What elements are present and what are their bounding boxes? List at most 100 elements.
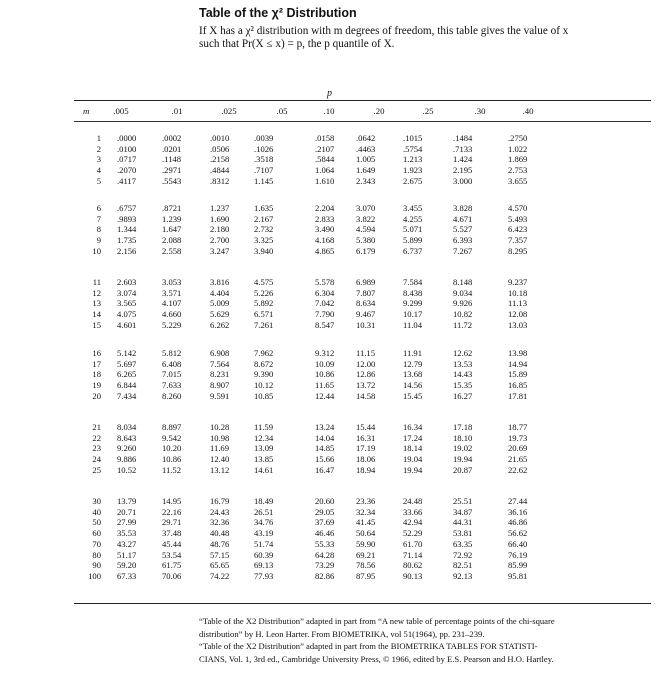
quantile-cell: 7.042 <box>315 298 335 309</box>
quantile-cell: 7.584 <box>403 277 423 287</box>
quantile-cell: 65.65 <box>210 560 230 571</box>
quantile-cell: 1.237 <box>210 203 230 213</box>
quantile-cell: 16.85 <box>508 380 528 391</box>
quantile-cell: 14.43 <box>453 369 473 380</box>
quantile-cell: 10.82 <box>453 309 473 320</box>
quantile-cell: 1.344 <box>117 224 137 235</box>
quantile-cell: 73.29 <box>315 560 335 571</box>
quantile-cell: 5.527 <box>453 224 473 235</box>
quantile-cell: 15.44 <box>356 422 376 432</box>
quantile-cell: 7.261 <box>254 319 274 330</box>
quantile-cell: 1.635 <box>254 203 274 213</box>
df-cell: 40 <box>92 506 101 517</box>
df-cell: 19 <box>92 380 101 391</box>
df-cell: 50 <box>92 517 101 528</box>
quantile-cell: 2.558 <box>162 245 182 256</box>
quantile-cell: .0201 <box>162 143 182 154</box>
quantile-cell: 34.76 <box>254 517 274 528</box>
quantile-cell: 3.571 <box>162 287 182 298</box>
quantile-cell: .2158 <box>210 154 230 165</box>
p-column-header: .10 <box>323 106 335 116</box>
quantile-cell: 17.81 <box>508 390 528 401</box>
p-column-header: .005 <box>113 106 129 116</box>
quantile-cell: 36.16 <box>508 506 528 517</box>
df-cell: 20 <box>92 390 101 401</box>
quantile-cell: 35.53 <box>117 528 137 539</box>
quantile-cell: 46.86 <box>508 517 528 528</box>
df-cell: 10 <box>92 245 101 256</box>
quantile-cell: 6.571 <box>254 309 274 320</box>
quantile-cell: .4463 <box>356 143 376 154</box>
quantile-cell: 9.260 <box>117 443 137 454</box>
footnote-line: “Table of the X2 Distribution” adapted i… <box>199 616 555 626</box>
quantile-cell: 12.86 <box>356 369 376 380</box>
quantile-cell: .2750 <box>508 133 528 143</box>
quantile-cell: 18.49 <box>254 496 274 506</box>
quantile-cell: 10.20 <box>162 443 182 454</box>
df-cell: 3 <box>96 154 101 165</box>
quantile-cell: 3.070 <box>356 203 376 213</box>
quantile-cell: 8.907 <box>210 380 230 391</box>
quantile-cell: 10.52 <box>117 464 137 475</box>
quantile-cell: 4.168 <box>315 235 335 246</box>
quantile-cell: 4.660 <box>162 309 182 320</box>
quantile-cell: .0002 <box>162 133 182 143</box>
quantile-cell: 9.542 <box>162 432 182 443</box>
quantile-cell: 2.195 <box>453 165 473 176</box>
quantile-cell: 13.98 <box>508 348 528 358</box>
quantile-cell: 4.255 <box>403 213 423 224</box>
quantile-cell: 8.034 <box>117 422 137 432</box>
df-cell: 9 <box>96 235 101 246</box>
quantile-cell: 6.304 <box>315 287 335 298</box>
quantile-cell: 64.28 <box>315 549 335 560</box>
quantile-cell: 14.94 <box>508 358 528 369</box>
quantile-cell: 53.81 <box>453 528 473 539</box>
quantile-cell: 82.86 <box>315 570 335 581</box>
quantile-cell: 13.79 <box>117 496 137 506</box>
quantile-cell: 19.94 <box>453 454 473 465</box>
quantile-cell: 10.86 <box>315 369 335 380</box>
quantile-cell: 18.77 <box>508 422 528 432</box>
quantile-cell: 7.015 <box>162 369 182 380</box>
quantile-cell: .2971 <box>162 165 182 176</box>
quantile-cell: 9.034 <box>453 287 473 298</box>
quantile-cell: .5543 <box>162 175 182 186</box>
quantile-cell: 5.142 <box>117 348 137 358</box>
p-label: p <box>327 88 332 99</box>
description-line: If X has a χ² distribution with m degree… <box>199 25 569 37</box>
quantile-cell: 12.34 <box>254 432 274 443</box>
quantile-cell: 3.940 <box>254 245 274 256</box>
df-cell: 14 <box>92 309 101 320</box>
quantile-cell: 66.40 <box>508 538 528 549</box>
quantile-cell: 20.69 <box>508 443 528 454</box>
quantile-cell: 12.08 <box>508 309 528 320</box>
quantile-cell: 76.19 <box>508 549 528 560</box>
quantile-cell: 6.844 <box>117 380 137 391</box>
quantile-cell: .8721 <box>162 203 182 213</box>
quantile-cell: 2.833 <box>315 213 335 224</box>
quantile-cell: 8.295 <box>508 245 528 256</box>
table-rule <box>74 100 651 101</box>
quantile-cell: 3.053 <box>162 277 182 287</box>
df-cell: 30 <box>92 496 101 506</box>
quantile-cell: 9.312 <box>315 348 335 358</box>
quantile-cell: 14.04 <box>315 432 335 443</box>
quantile-cell: 17.19 <box>356 443 376 454</box>
table-rule <box>74 603 651 604</box>
quantile-cell: 6.262 <box>210 319 230 330</box>
quantile-cell: 5.493 <box>508 213 528 224</box>
quantile-cell: 27.44 <box>508 496 528 506</box>
quantile-cell: 1.647 <box>162 224 182 235</box>
quantile-cell: 1.735 <box>117 235 137 246</box>
quantile-cell: 13.53 <box>453 358 473 369</box>
quantile-cell: 16.31 <box>356 432 376 443</box>
quantile-cell: 5.892 <box>254 298 274 309</box>
df-cell: 100 <box>88 570 101 581</box>
quantile-cell: 12.44 <box>315 390 335 401</box>
quantile-cell: 44.31 <box>453 517 473 528</box>
df-cell: 22 <box>92 432 101 443</box>
quantile-cell: 11.52 <box>162 464 182 475</box>
quantile-cell: 9.467 <box>356 309 376 320</box>
quantile-cell: .2070 <box>117 165 137 176</box>
quantile-cell: 5.812 <box>162 348 182 358</box>
